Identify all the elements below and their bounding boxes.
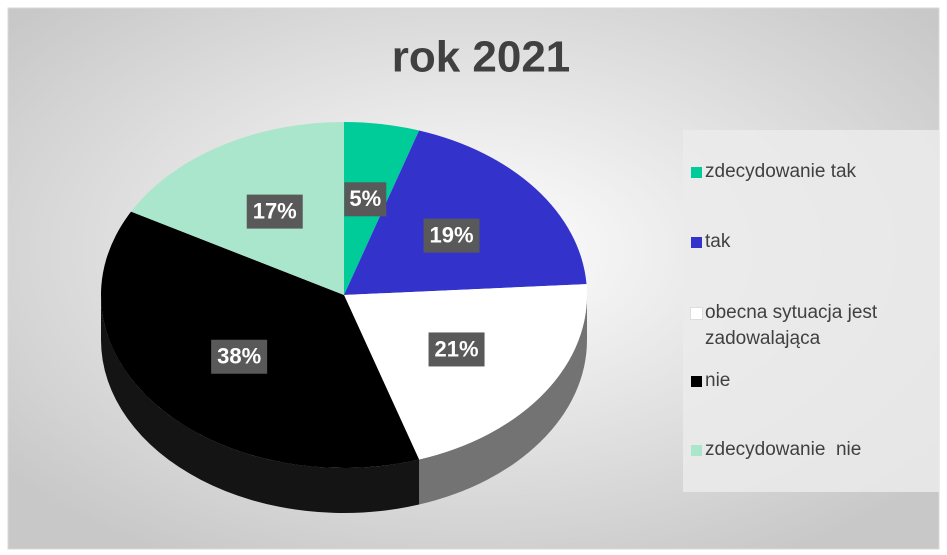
data-label-box	[428, 332, 485, 367]
data-label-box	[344, 182, 387, 217]
data-label: 38%	[217, 344, 261, 369]
data-label-box	[246, 194, 303, 229]
data-label: 5%	[349, 186, 381, 211]
legend-item: obecna sytuacja jest zadowalająca	[690, 300, 936, 352]
legend-swatch	[691, 376, 702, 387]
slice	[131, 122, 344, 295]
legend-label: obecna sytuacja jest zadowalająca	[705, 302, 883, 349]
legend-label: zdecydowanie tak	[705, 161, 857, 182]
slice	[344, 130, 587, 295]
data-label: 17%	[253, 198, 297, 223]
legend-item: zdecydowanie nie	[691, 437, 936, 463]
data-label: 21%	[435, 336, 479, 361]
slice	[344, 284, 587, 460]
slice-side	[101, 295, 420, 513]
chart-title: rok 2021	[392, 33, 571, 82]
legend-label: tak	[705, 231, 731, 252]
legend: zdecydowanie tak tak obecna sytuacja jest …	[683, 130, 940, 492]
legend-swatch	[691, 237, 702, 248]
legend-swatch	[691, 167, 702, 178]
legend-label: nie	[705, 370, 731, 391]
legend-item: tak	[691, 229, 936, 255]
legend-swatch	[690, 307, 703, 320]
data-label: 19%	[430, 222, 474, 247]
legend-item: nie	[691, 368, 936, 394]
legend-item: zdecydowanie tak	[691, 159, 936, 185]
data-label-box	[211, 339, 268, 374]
legend-label: zdecydowanie nie	[705, 439, 862, 460]
legend-swatch	[691, 445, 702, 456]
slice-side	[419, 295, 587, 505]
data-label-box	[423, 218, 480, 253]
